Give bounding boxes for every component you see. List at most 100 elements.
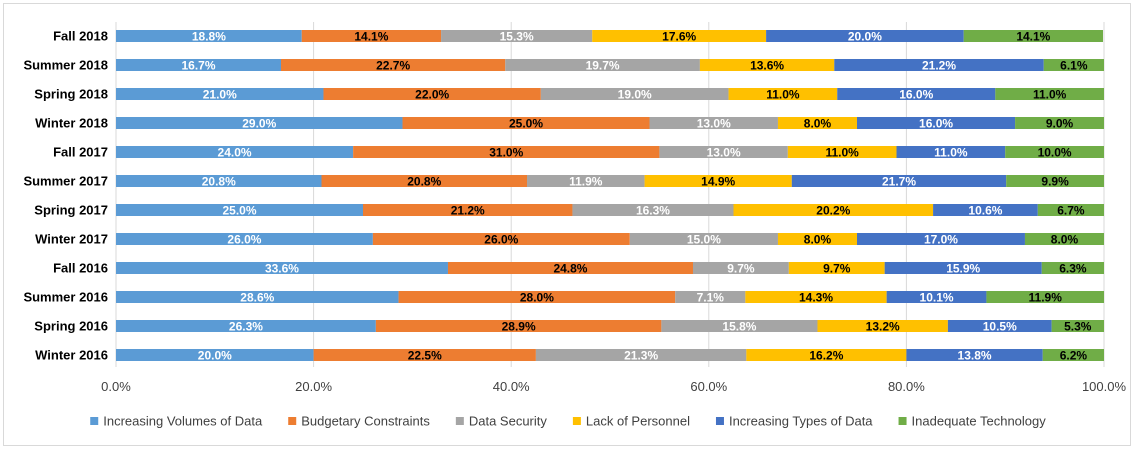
data-label: 10.0% (1038, 146, 1072, 160)
data-label: 9.0% (1046, 117, 1074, 131)
category-label: Fall 2016 (53, 261, 108, 276)
category-label: Winter 2018 (35, 116, 108, 131)
data-label: 11.0% (1033, 88, 1067, 102)
data-label: 21.3% (624, 349, 658, 363)
bar-segment (886, 291, 987, 303)
data-label: 7.1% (697, 291, 725, 305)
data-label: 13.6% (750, 59, 784, 73)
data-label: 5.3% (1064, 320, 1092, 334)
bar-segment (540, 88, 729, 100)
bar-segment (986, 291, 1104, 303)
bar-segment (441, 30, 593, 42)
category-label: Fall 2017 (53, 145, 108, 160)
data-label: 14.1% (354, 30, 388, 44)
bar-segment (116, 320, 376, 332)
bar-segment (321, 175, 528, 187)
bar-segment (787, 146, 897, 158)
legend-swatch (455, 417, 464, 425)
data-label: 17.0% (924, 233, 958, 247)
category-label: Summer 2016 (23, 290, 108, 305)
data-label: 26.0% (484, 233, 518, 247)
data-label: 15.0% (687, 233, 721, 247)
bar-segment (857, 233, 1025, 245)
category-label: Spring 2016 (34, 319, 108, 334)
bars: 18.8% 14.1% 15.3% 17.6% 20.0% 14.1% 16.7% 22.7%… (116, 30, 1104, 363)
bar-segment (527, 175, 645, 187)
data-label: 6.7% (1057, 204, 1085, 218)
data-label: 22.0% (415, 88, 449, 102)
data-label: 15.9% (946, 262, 980, 276)
bar-segment (313, 349, 536, 361)
bar-segment (837, 88, 996, 100)
data-label: 20.0% (848, 30, 882, 44)
bar-segment (834, 59, 1044, 71)
bar-segment (699, 59, 835, 71)
bar-segment (280, 59, 506, 71)
bar-segment (661, 320, 818, 332)
x-tick-label: 100.0% (1082, 379, 1127, 394)
data-label: 21.0% (203, 88, 237, 102)
category-label: Spring 2018 (34, 87, 108, 102)
data-label: 26.3% (229, 320, 263, 334)
bar-segment (116, 30, 302, 42)
bar-segment (116, 204, 363, 216)
data-label: 22.7% (376, 59, 410, 73)
category-labels: Fall 2018 Summer 2018 Spring 2018 Winter 20… (23, 29, 108, 363)
bar-segment (766, 30, 964, 42)
bar-segment (884, 262, 1042, 274)
legend-item: Inadequate Technology (898, 414, 1046, 429)
data-label: 10.6% (968, 204, 1002, 218)
bar-segment (447, 262, 693, 274)
legend-swatch (288, 417, 297, 425)
data-label: 25.0% (509, 117, 543, 131)
legend-label: Data Security (469, 414, 548, 429)
bar-segment (572, 204, 734, 216)
chart-frame (3, 3, 1131, 446)
data-label: 11.9% (1029, 291, 1063, 305)
data-label: 13.8% (958, 349, 992, 363)
data-label: 21.2% (922, 59, 956, 73)
bar-segment (733, 204, 934, 216)
data-label: 24.8% (553, 262, 587, 276)
bar-segment (1005, 146, 1104, 158)
bar-segment (116, 88, 324, 100)
bar-segment (116, 349, 314, 361)
data-label: 16.0% (919, 117, 953, 131)
bar-segment (1042, 349, 1104, 361)
data-label: 11.0% (934, 146, 968, 160)
bar-segment (644, 175, 792, 187)
bar-segment (505, 59, 700, 71)
data-label: 10.1% (920, 291, 954, 305)
bar-segment (1043, 59, 1104, 71)
gridlines (115, 22, 1105, 367)
data-label: 17.6% (662, 30, 696, 44)
bar-segment (353, 146, 660, 158)
legend-item: Increasing Volumes of Data (90, 414, 263, 429)
bar-segment (788, 262, 885, 274)
data-label: 13.0% (707, 146, 741, 160)
data-label: 10.5% (983, 320, 1017, 334)
bar-segment (301, 30, 442, 42)
bar-segment (963, 30, 1104, 42)
data-label: 14.3% (799, 291, 833, 305)
bar-segment (116, 59, 281, 71)
data-label: 31.0% (489, 146, 523, 160)
legend-label: Increasing Types of Data (729, 414, 873, 429)
bar-segment (629, 233, 778, 245)
legend: Increasing Volumes of Data Budgetary Cons… (90, 414, 1046, 429)
data-label: 15.8% (722, 320, 756, 334)
legend-swatch (90, 417, 99, 425)
legend-swatch (715, 417, 724, 425)
bar-segment (692, 262, 789, 274)
bar-segment (372, 233, 630, 245)
bar-segment (592, 30, 767, 42)
data-label: 33.6% (265, 262, 299, 276)
bar-segment (745, 291, 887, 303)
legend-item: Increasing Types of Data (715, 414, 873, 429)
bar-segment (817, 320, 948, 332)
data-label: 28.6% (240, 291, 274, 305)
data-label: 20.2% (816, 204, 850, 218)
bar-segment (1024, 233, 1104, 245)
data-label: 8.0% (1051, 233, 1079, 247)
